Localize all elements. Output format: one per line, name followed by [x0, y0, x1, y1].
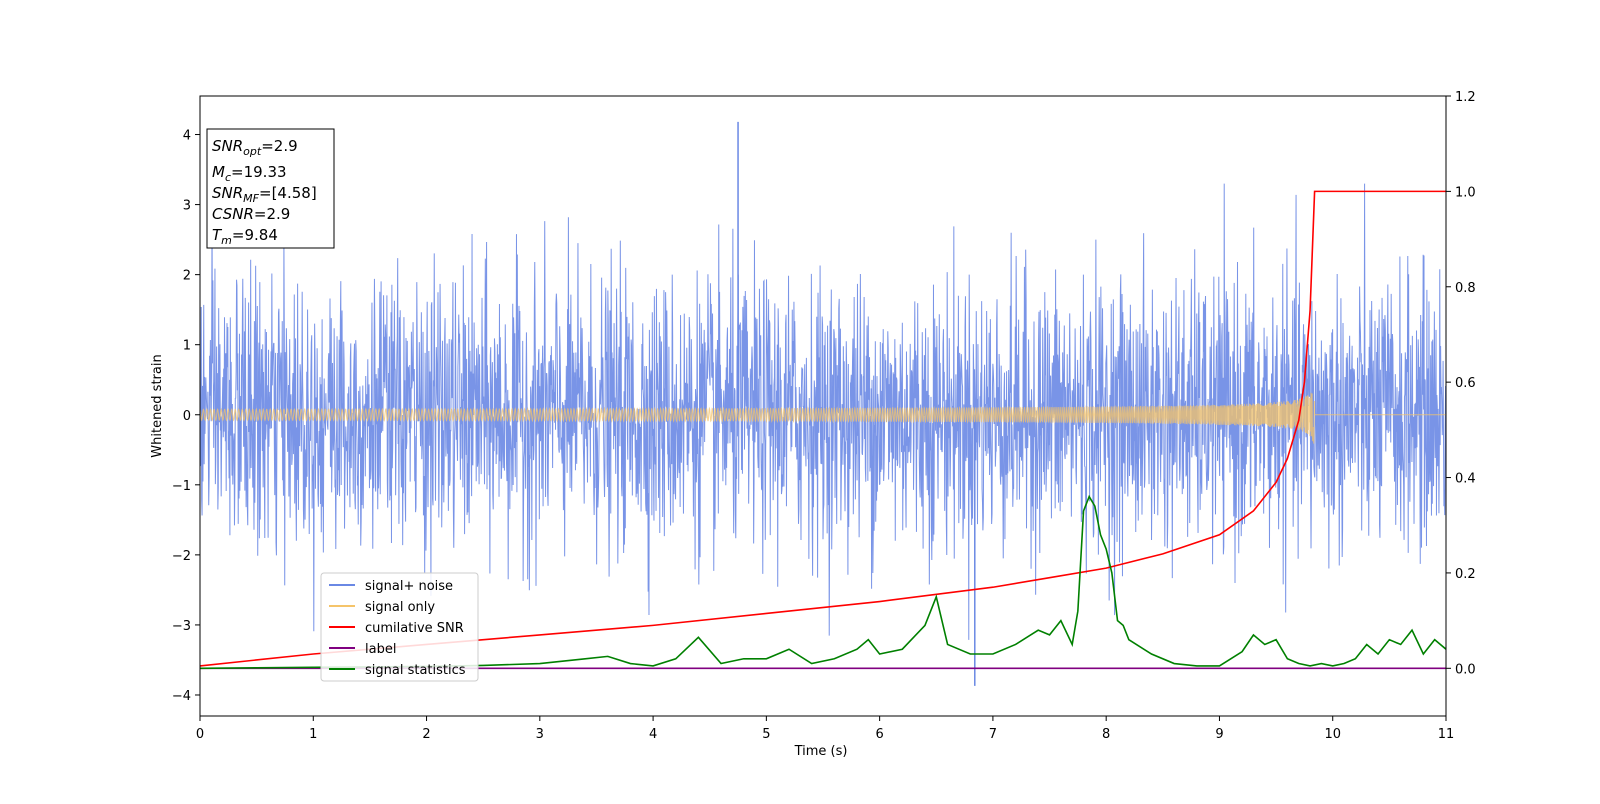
- legend-label: cumilative SNR: [365, 621, 464, 636]
- y-tick-label-right: 0.0: [1455, 662, 1476, 677]
- x-tick-label: 5: [762, 727, 770, 742]
- x-axis: 0 1 2 3 4 5 6 7 8 9 10 11: [196, 716, 1454, 742]
- x-tick-label: 10: [1324, 727, 1341, 742]
- y-axis-left: −4 −3 −2 −1 0 1 2 3 4: [172, 129, 200, 704]
- annotation-line: Tm=9.84: [212, 226, 278, 247]
- y-tick-label-left: −4: [172, 689, 191, 704]
- y-tick-label-right: 0.6: [1455, 376, 1476, 391]
- annotation-line: SNRMF=[4.58]: [212, 184, 317, 205]
- x-tick-label: 3: [536, 727, 544, 742]
- y-tick-label-left: 4: [183, 129, 191, 144]
- x-tick-label: 7: [989, 727, 997, 742]
- legend-label: label: [365, 642, 396, 657]
- series-cumilative-snr: [200, 190, 1446, 667]
- x-tick-label: 1: [309, 727, 317, 742]
- annotation-frame: [206, 128, 335, 249]
- annotation-line: SNRopt=2.9: [212, 137, 298, 158]
- y-tick-label-right: 0.2: [1455, 567, 1476, 582]
- plot-frame: [199, 95, 1447, 717]
- x-tick-label: 8: [1102, 727, 1110, 742]
- x-tick-label: 4: [649, 727, 657, 742]
- x-tick-label: 2: [422, 727, 430, 742]
- y-tick-label-right: 0.4: [1455, 472, 1476, 487]
- annotation-line: Mc=19.33: [212, 163, 287, 184]
- x-tick-label: 11: [1438, 727, 1455, 742]
- x-axis-label: Time (s): [794, 744, 848, 759]
- y-axis-right: 0.0 0.2 0.4 0.6 0.8 1.0 1.2: [1446, 90, 1476, 677]
- x-tick-label: 6: [875, 727, 883, 742]
- y-tick-label-right: 1.2: [1455, 90, 1476, 105]
- series-signal-statistics: [200, 494, 1446, 670]
- y-tick-label-right: 0.8: [1455, 281, 1476, 296]
- y-tick-label-left: 3: [183, 199, 191, 214]
- x-tick-label: 0: [196, 727, 204, 742]
- y-tick-label-left: 2: [183, 269, 191, 284]
- x-tick-label: 9: [1215, 727, 1223, 742]
- annotation-line: CSNR=2.9: [212, 205, 290, 223]
- y-tick-label-right: 1.0: [1455, 185, 1476, 200]
- legend-label: signal statistics: [365, 663, 466, 678]
- series-signal-plus-noise: [200, 183, 1446, 640]
- y-tick-label-left: 0: [183, 409, 191, 424]
- legend-frame: [320, 572, 479, 682]
- y-tick-label-left: −1: [172, 479, 191, 494]
- y-tick-label-left: −2: [172, 549, 191, 564]
- y-tick-label-left: −3: [172, 619, 191, 634]
- series-signal-only: [200, 392, 1446, 444]
- legend-label: signal only: [365, 600, 435, 615]
- legend-label: signal+ noise: [365, 579, 453, 594]
- legend: signal+ noise signal only cumilative SNR la…: [320, 572, 479, 682]
- y-axis-label: Whitened strain: [150, 354, 165, 457]
- y-tick-label-left: 1: [183, 339, 191, 354]
